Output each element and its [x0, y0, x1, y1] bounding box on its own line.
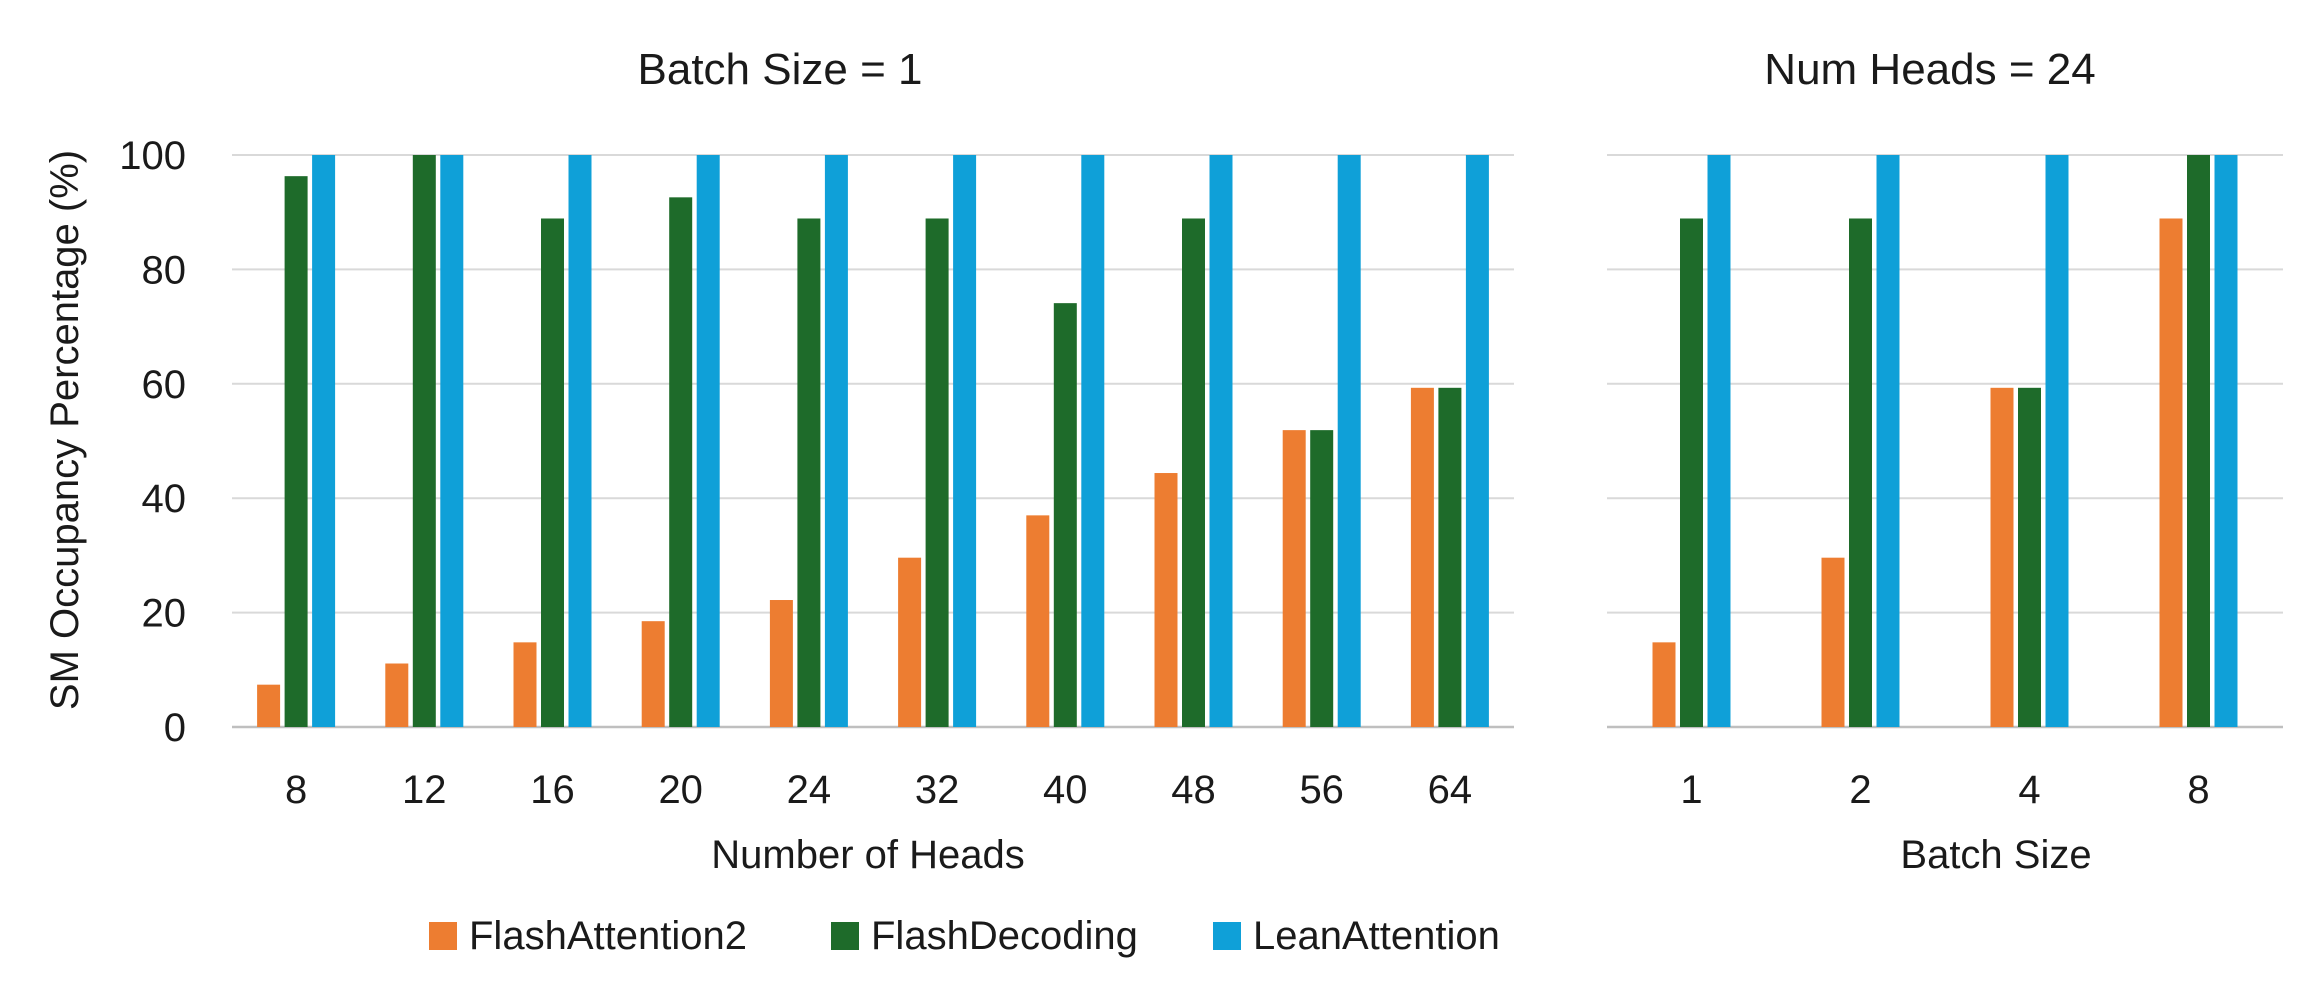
bar-flashdecoding-8 — [284, 176, 308, 727]
bar-flashattention2-16 — [513, 642, 537, 727]
bar-flashattention2-20 — [641, 621, 665, 727]
y-tick-labels: 0 20 40 60 80 100 — [119, 134, 186, 750]
legend: FlashAttention2 FlashDecoding LeanAttent… — [429, 914, 1500, 958]
bar-leanattention-16 — [568, 155, 592, 727]
bar-flashattention2-64 — [1410, 387, 1434, 727]
bar-leanattention-20 — [696, 155, 720, 727]
bar-flashattention2-40 — [1026, 515, 1050, 727]
bar-leanattention-12 — [440, 155, 464, 727]
chart-panel-batch-size-1: Batch Size = 1 0 20 40 60 80 100 8 12 16 20 24 32 4… — [119, 45, 1514, 877]
y-tick-label: 0 — [164, 706, 186, 750]
bar-leanattention-24 — [824, 155, 848, 727]
legend-label-flashattention2: FlashAttention2 — [469, 914, 747, 958]
x-tick-label: 64 — [1428, 768, 1473, 812]
legend-swatch-flashdecoding — [831, 922, 859, 950]
x-tick-label: 40 — [1043, 768, 1088, 812]
y-tick-label: 40 — [142, 477, 187, 521]
bar-leanattention-2 — [1876, 155, 1900, 727]
y-tick-label: 100 — [119, 134, 186, 178]
x-tick-label: 20 — [658, 768, 703, 812]
legend-label-flashdecoding: FlashDecoding — [871, 914, 1138, 958]
bar-flashattention2-48 — [1154, 473, 1178, 727]
bar-flashdecoding-64 — [1438, 387, 1462, 727]
y-tick-label: 80 — [142, 248, 187, 292]
bar-flashdecoding-12 — [412, 155, 436, 727]
x-tick-label: 32 — [915, 768, 960, 812]
legend-label-leanattention: LeanAttention — [1253, 914, 1500, 958]
x-tick-label: 2 — [1849, 768, 1871, 812]
x-tick-label: 8 — [285, 768, 307, 812]
x-tick-labels: 8 12 16 20 24 32 40 48 56 64 — [285, 768, 1472, 812]
bar-flashdecoding-2 — [1849, 218, 1872, 727]
bar-flashdecoding-8 — [2187, 155, 2210, 727]
bar-flashattention2-12 — [385, 663, 409, 727]
bar-leanattention-32 — [953, 155, 977, 727]
x-tick-label: 1 — [1680, 768, 1702, 812]
bar-flashattention2-1 — [1652, 642, 1676, 727]
x-axis-label: Batch Size — [1900, 833, 2091, 877]
bar-leanattention-4 — [2045, 155, 2069, 727]
x-tick-label: 4 — [2018, 768, 2040, 812]
bar-leanattention-40 — [1081, 155, 1105, 727]
bar-flashattention2-2 — [1821, 557, 1845, 727]
bar-flashdecoding-32 — [925, 218, 949, 727]
legend-swatch-leanattention — [1213, 922, 1241, 950]
bar-leanattention-8 — [2214, 155, 2238, 727]
chart-panel-num-heads-24: Num Heads = 24 1 2 4 8 Batch Size — [1607, 45, 2283, 877]
chart-title: Num Heads = 24 — [1764, 45, 2095, 94]
bar-flashdecoding-56 — [1310, 430, 1334, 727]
bars — [1652, 155, 2238, 727]
bar-flashattention2-4 — [1990, 387, 2014, 727]
y-tick-label: 20 — [142, 592, 187, 636]
bar-flashdecoding-40 — [1053, 303, 1077, 727]
bar-flashattention2-8 — [2159, 218, 2183, 727]
bar-flashdecoding-1 — [1680, 218, 1703, 727]
bar-leanattention-1 — [1707, 155, 1731, 727]
chart-title: Batch Size = 1 — [638, 45, 923, 94]
bar-flashdecoding-16 — [541, 218, 564, 727]
x-tick-label: 8 — [2187, 768, 2209, 812]
bar-flashattention2-32 — [898, 557, 922, 727]
bar-leanattention-64 — [1465, 155, 1489, 727]
x-tick-label: 56 — [1299, 768, 1344, 812]
bar-flashattention2-56 — [1282, 430, 1306, 727]
bar-leanattention-8 — [312, 155, 336, 727]
x-tick-labels: 1 2 4 8 — [1680, 768, 2209, 812]
bar-flashattention2-8 — [257, 684, 281, 727]
x-tick-label: 24 — [787, 768, 832, 812]
bar-leanattention-56 — [1337, 155, 1361, 727]
bar-flashdecoding-48 — [1182, 218, 1205, 727]
bar-flashdecoding-4 — [2018, 387, 2041, 727]
y-axis-label: SM Occupancy Percentage (%) — [43, 150, 87, 710]
bar-flashdecoding-20 — [669, 197, 693, 727]
x-tick-label: 16 — [530, 768, 575, 812]
bar-flashattention2-24 — [769, 600, 793, 727]
bar-flashdecoding-24 — [797, 218, 821, 727]
x-axis-label: Number of Heads — [711, 833, 1024, 877]
bar-leanattention-48 — [1209, 155, 1233, 727]
y-tick-label: 60 — [142, 363, 187, 407]
x-tick-label: 48 — [1171, 768, 1216, 812]
x-tick-label: 12 — [402, 768, 447, 812]
legend-swatch-flashattention2 — [429, 922, 457, 950]
bars — [257, 155, 1489, 727]
